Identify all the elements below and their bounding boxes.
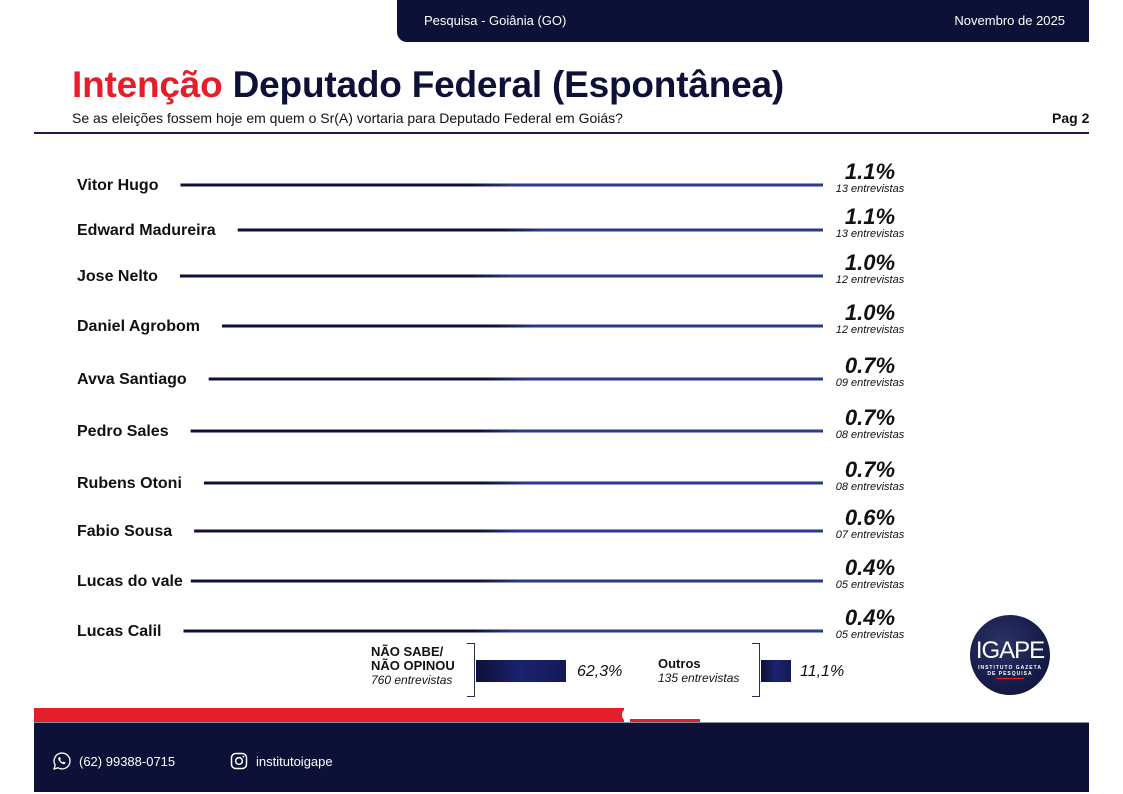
value-label: 0.6% (845, 505, 895, 530)
candidate-bar (190, 579, 823, 583)
count-label: 12 entrevistas (836, 324, 905, 336)
candidate-label: Fabio Sousa (77, 523, 172, 540)
candidate-bar (237, 228, 823, 232)
value-label: 0.7% (845, 353, 895, 378)
count-label: 05 entrevistas (836, 579, 905, 591)
extra-count: 135 entrevistas (658, 671, 740, 685)
chart-row: Lucas Calil 0.4%05 entrevistas (77, 605, 905, 641)
value-label: 1.0% (845, 300, 895, 325)
candidate-label: Pedro Sales (77, 423, 169, 440)
count-label: 08 entrevistas (836, 481, 905, 493)
bracket-nao-sabe (467, 643, 475, 697)
instagram-handle: institutoigape (256, 753, 333, 769)
candidate-label: Daniel Agrobom (77, 318, 200, 335)
count-label: 13 entrevistas (836, 228, 905, 240)
candidate-label: Edward Madureira (77, 222, 216, 239)
header-bar: Pesquisa - Goiânia (GO) Novembro de 2025 (397, 0, 1089, 42)
chart-row: Vitor Hugo 1.1%13 entrevistas (77, 159, 905, 195)
chart-row: Pedro Sales 0.7%08 entrevistas (77, 405, 905, 441)
chart-row: Lucas do vale 0.4%05 entrevistas (77, 555, 905, 591)
count-label: 07 entrevistas (836, 529, 905, 541)
extra-count: 760 entrevistas (371, 673, 453, 687)
candidate-label: Avva Santiago (77, 371, 187, 388)
candidate-label: Vitor Hugo (77, 177, 159, 194)
footer-white-notch (622, 708, 682, 722)
count-label: 05 entrevistas (836, 629, 905, 641)
chart-row: Jose Nelto 1.0%12 entrevistas (77, 250, 905, 286)
candidate-label: Lucas do vale (77, 573, 183, 590)
value-label: 0.4% (845, 555, 895, 580)
extra-label-line1: Outros (658, 656, 701, 671)
survey-date: Novembro de 2025 (954, 13, 1065, 28)
igape-logo: IGAPE INSTITUTO GAZETA DE PESQUISA (970, 615, 1050, 695)
count-label: 12 entrevistas (836, 274, 905, 286)
candidate-bar (190, 429, 823, 433)
logo-underline (996, 678, 1024, 679)
count-label: 08 entrevistas (836, 429, 905, 441)
chart-row: Rubens Otoni 0.7%08 entrevistas (77, 457, 905, 493)
extra-label-line1: NÃO SABE/ (371, 644, 444, 659)
extra-label-outros: Outros 135 entrevistas (658, 656, 740, 686)
bracket-outros (752, 643, 760, 697)
extra-label-nao-sabe: NÃO SABE/ NÃO OPINOU 760 entrevistas (371, 644, 455, 688)
value-label: 0.4% (845, 605, 895, 630)
page-number: Pag 2 (1052, 110, 1090, 126)
chart-row: Avva Santiago 0.7%09 entrevistas (77, 353, 905, 389)
whatsapp-icon (53, 752, 71, 770)
candidate-bar (194, 529, 823, 533)
value-label: 1.0% (845, 250, 895, 275)
value-nao-sabe: 62,3% (577, 663, 623, 680)
value-outros: 11,1% (800, 663, 845, 680)
value-label: 1.1% (845, 159, 895, 184)
instagram-icon (230, 752, 248, 770)
candidate-label: Lucas Calil (77, 623, 161, 640)
footer-instagram[interactable]: institutoigape (229, 751, 333, 771)
survey-question: Se as eleições fossem hoje em quem o Sr(… (72, 110, 623, 126)
candidate-bar (203, 481, 823, 485)
count-label: 13 entrevistas (836, 183, 905, 195)
candidate-bar (208, 377, 823, 381)
phone-number: (62) 99388-0715 (79, 753, 176, 769)
logo-tagline-line2: DE PESQUISA (987, 671, 1033, 677)
title-divider (34, 132, 1089, 134)
chart-row: Daniel Agrobom 1.0%12 entrevistas (77, 300, 905, 336)
title-rest: Deputado Federal (Espontânea) (232, 64, 785, 105)
extra-label-line2: NÃO OPINOU (371, 658, 455, 673)
footer-red-stripe (34, 708, 624, 722)
footer-phone[interactable]: (62) 99388-0715 (52, 751, 175, 771)
footer-red-accent (630, 719, 700, 722)
logo-wordmark: IGAPE (975, 637, 1045, 664)
value-label: 0.7% (845, 457, 895, 482)
chart-row: Fabio Sousa 0.6%07 entrevistas (77, 505, 905, 541)
chart-row: Edward Madureira 1.1%13 entrevistas (77, 204, 905, 240)
candidate-label: Rubens Otoni (77, 475, 182, 492)
logo-tagline-line1: INSTITUTO GAZETA (978, 665, 1042, 671)
footer: (62) 99388-0715 institutoigape (34, 722, 1089, 792)
page-title: Intenção Deputado Federal (Espontânea) (72, 64, 784, 106)
candidate-label: Jose Nelto (77, 268, 158, 285)
value-label: 1.1% (845, 204, 895, 229)
title-highlight: Intenção (72, 64, 223, 105)
candidate-bar (180, 183, 823, 187)
value-label: 0.7% (845, 405, 895, 430)
candidate-bar (183, 629, 823, 633)
bar-nao-sabe (476, 660, 566, 682)
candidate-bar (221, 324, 823, 328)
logo-tagline: INSTITUTO GAZETA DE PESQUISA (970, 665, 1050, 677)
survey-location: Pesquisa - Goiânia (GO) (424, 13, 567, 28)
candidate-bar (179, 274, 823, 278)
count-label: 09 entrevistas (836, 377, 905, 389)
bar-outros (761, 660, 791, 682)
